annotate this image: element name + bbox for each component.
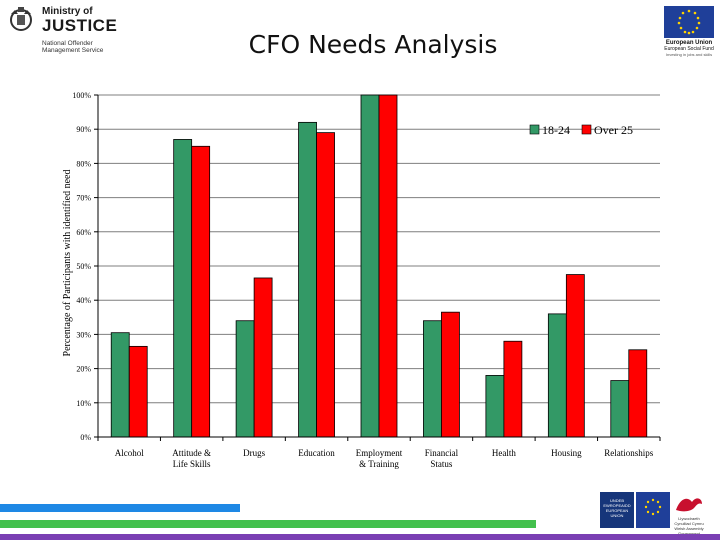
bar-18-24 (110, 332, 130, 438)
bar-over-25 (253, 277, 273, 438)
eu-logo: European Union European Social Fund Inve… (664, 6, 714, 61)
eu-tagline-text: Investing in jobs and skills (665, 52, 713, 57)
y-tick-label: 20% (76, 365, 91, 374)
x-category-label: Attitude & Life Skills (172, 448, 211, 469)
bar-over-25 (565, 274, 585, 438)
bar-over-25 (316, 132, 335, 438)
bar-18-24 (485, 375, 505, 438)
legend-swatch (529, 124, 540, 135)
bar-18-24 (298, 121, 317, 438)
legend-swatch (581, 124, 592, 135)
footer-stripe-blue (0, 504, 240, 512)
eu-esf-text: European Social Fund (664, 46, 714, 52)
bar-18-24 (547, 313, 567, 438)
legend-label: Over 25 (594, 123, 633, 137)
x-category-label: Drugs (243, 448, 265, 458)
eu-flag-icon (664, 6, 714, 38)
x-category-label: Employment & Training (356, 448, 403, 469)
bar-over-25 (628, 349, 648, 438)
moj-logo: Ministry of JUSTICE National Offender Ma… (6, 4, 117, 56)
y-tick-label: 80% (76, 159, 91, 168)
y-axis-label: Percentage of Participants with identifi… (62, 170, 73, 357)
footer-stripe-green (0, 520, 536, 528)
y-tick-label: 10% (76, 399, 91, 408)
page-title: CFO Needs Analysis (248, 30, 498, 59)
royal-crest-icon (10, 7, 32, 31)
y-tick-label: 30% (76, 330, 91, 339)
bar-18-24 (423, 320, 442, 438)
welsh-assembly-logo: Llywodraeth Cynulliad Cymru Welsh Assemb… (672, 492, 706, 536)
x-category-label: Financial Status (425, 448, 459, 469)
eu-union-text: European Union (665, 40, 713, 46)
eu-convergence-logo: UNDEB EWROPEAIDD EUROPEAN UNION (600, 492, 634, 528)
bar-over-25 (441, 311, 460, 438)
bar-18-24 (360, 94, 380, 438)
moj-noms-text: National Offender Management Service (42, 40, 104, 54)
footer-stripe-purple (0, 534, 720, 540)
x-category-label: Housing (551, 448, 582, 458)
bar-over-25 (128, 345, 148, 438)
welsh-dragon-icon (676, 498, 702, 512)
bar-18-24 (235, 320, 255, 438)
bar-over-25 (503, 340, 523, 438)
y-tick-label: 40% (76, 296, 91, 305)
y-tick-label: 90% (76, 125, 91, 134)
x-category-label: Education (298, 448, 335, 458)
eu-flag-small-icon (636, 492, 670, 528)
x-category-label: Relationships (604, 448, 653, 458)
bar-18-24 (173, 139, 193, 438)
welsh-assembly-text: Llywodraeth Cynulliad Cymru Welsh Assemb… (674, 516, 704, 536)
y-tick-label: 100% (72, 91, 91, 100)
eu-convergence-text: UNDEB EWROPEAIDD EUROPEAN UNION (603, 498, 631, 518)
moj-ministry-text: Ministry of (42, 6, 93, 17)
bar-over-25 (378, 94, 398, 438)
legend-label: 18-24 (542, 123, 570, 137)
bar-18-24 (610, 380, 630, 438)
x-category-label: Alcohol (115, 448, 144, 458)
bar-over-25 (191, 145, 211, 438)
y-tick-label: 50% (76, 262, 91, 271)
footer-logos: UNDEB EWROPEAIDD EUROPEAN UNION Llywodra… (600, 492, 710, 536)
moj-justice-text: JUSTICE (42, 16, 118, 35)
y-tick-label: 70% (76, 194, 91, 203)
y-tick-label: 60% (76, 228, 91, 237)
x-category-label: Health (492, 448, 516, 458)
y-tick-label: 0% (80, 433, 91, 442)
